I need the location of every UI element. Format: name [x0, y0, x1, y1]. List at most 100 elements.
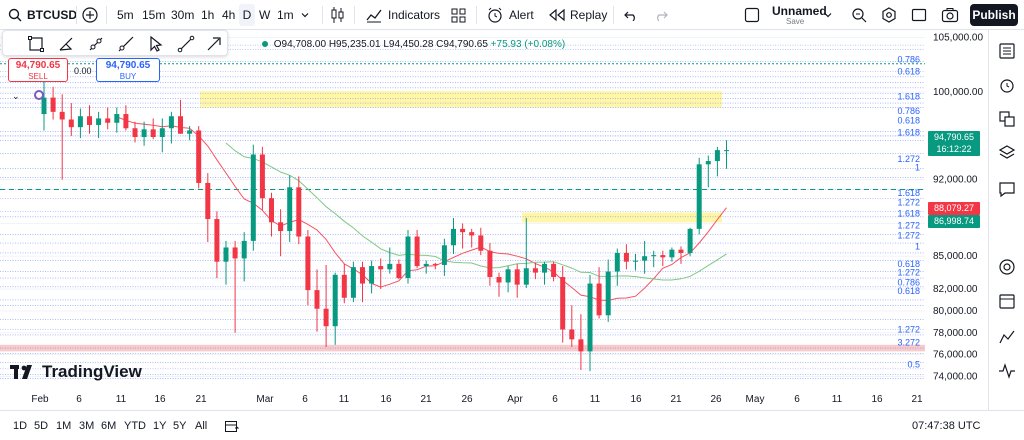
range-6m[interactable]: 6M: [101, 420, 117, 432]
candle: [505, 266, 511, 293]
indicator-marker-icon[interactable]: [34, 90, 44, 100]
range-1d[interactable]: 1D: [13, 420, 28, 432]
layout-name[interactable]: Unnamed: [772, 4, 827, 18]
candle: [141, 121, 147, 146]
candle: [487, 243, 493, 286]
sell-button[interactable]: 94,790.65 SELL: [8, 58, 68, 82]
target-icon[interactable]: [998, 258, 1016, 276]
candle-body: [432, 263, 438, 265]
symbol-search[interactable]: BTCUSD: [8, 0, 77, 30]
candle: [50, 86, 56, 120]
divider: [354, 6, 355, 24]
interval-dropdown[interactable]: [300, 0, 310, 30]
undo-button[interactable]: [624, 0, 638, 30]
candle: [314, 269, 320, 332]
range-all[interactable]: All: [195, 420, 208, 432]
interval-1m[interactable]: 1m: [277, 8, 294, 22]
pulse-icon[interactable]: [998, 362, 1016, 380]
calendar-icon[interactable]: [998, 292, 1016, 310]
object-tree-icon[interactable]: [998, 110, 1016, 128]
go-to-date-icon[interactable]: [224, 419, 240, 433]
buy-button[interactable]: 94,790.65 BUY: [96, 58, 160, 82]
candle-body: [542, 263, 547, 273]
ray-icon[interactable]: [117, 35, 135, 53]
compare-button[interactable]: [82, 0, 98, 30]
candle: [105, 107, 111, 130]
publish-button[interactable]: Publish: [970, 4, 1018, 26]
candle-body: [414, 236, 420, 267]
candle-body: [77, 116, 83, 128]
candle: [387, 247, 393, 274]
alarm-clock-icon[interactable]: [998, 76, 1016, 94]
interval-w[interactable]: W: [259, 8, 271, 22]
range-3m[interactable]: 3M: [79, 420, 95, 432]
candle: [223, 240, 229, 285]
candle-body: [259, 154, 265, 199]
indicators-label: Indicators: [388, 8, 441, 22]
time-tick: 21: [195, 394, 207, 405]
candle-body: [87, 116, 92, 125]
candle-body: [596, 283, 602, 316]
candle-body: [505, 269, 511, 283]
candle-body: [114, 114, 120, 123]
fib-label: 1.272: [897, 268, 920, 278]
settings-button[interactable]: [881, 0, 897, 30]
interval-15m[interactable]: 15m: [142, 8, 166, 22]
layers-icon[interactable]: [998, 144, 1016, 162]
chart-type-button[interactable]: [330, 0, 346, 30]
candle-body: [350, 267, 356, 298]
fib-label: 1: [915, 163, 920, 173]
interval-4h[interactable]: 4h: [222, 8, 236, 22]
fullscreen-button[interactable]: [911, 0, 927, 30]
cursor-icon[interactable]: [147, 35, 165, 53]
candle: [77, 108, 83, 139]
utc-clock[interactable]: 07:47:38 UTC: [912, 420, 981, 432]
candle-body: [68, 119, 74, 128]
sell-price: 94,790.65: [15, 60, 61, 71]
candle-body: [523, 268, 529, 285]
candle: [441, 238, 447, 276]
range-1y[interactable]: 1Y: [153, 420, 167, 432]
arrow-icon[interactable]: [205, 35, 223, 53]
range-ytd[interactable]: YTD: [124, 420, 146, 432]
candle-body: [323, 308, 329, 327]
alert-button[interactable]: Alert: [487, 0, 534, 30]
candle: [396, 259, 402, 280]
chat-icon[interactable]: [998, 180, 1016, 198]
select-rect-icon[interactable]: [27, 35, 45, 53]
divider: [322, 6, 323, 24]
logo-text: TradingView: [42, 362, 142, 381]
candle: [642, 240, 648, 274]
candle-body: [205, 182, 211, 220]
collapse-chevron-icon[interactable]: ⌄: [12, 91, 20, 101]
layout-dropdown[interactable]: [823, 0, 833, 30]
candle: [178, 99, 183, 134]
trend-line-icon[interactable]: [87, 35, 105, 53]
range-5y[interactable]: 5Y: [173, 420, 187, 432]
watchlist-icon[interactable]: [998, 42, 1016, 60]
redo-button[interactable]: [654, 0, 668, 30]
brush-icon[interactable]: [57, 35, 75, 53]
candle-body: [441, 245, 447, 265]
range-1m[interactable]: 1M: [56, 420, 72, 432]
strategy-icon[interactable]: [998, 328, 1016, 346]
snapshot-button[interactable]: [941, 0, 959, 30]
line-icon[interactable]: [177, 35, 195, 53]
candle: [532, 262, 538, 280]
interval-5m[interactable]: 5m: [117, 8, 134, 22]
time-axis[interactable]: Feb 6 11 16 21 Mar 6 11 16 21 26 Apr 6 11 16 21 26 May 6 11…: [31, 394, 923, 405]
divider: [76, 6, 77, 24]
price-chart[interactable]: 0.7860.6181.6180.7860.6181.6181.27211.61…: [0, 30, 988, 410]
layout-save-button[interactable]: [744, 0, 760, 30]
indicators-button[interactable]: Indicators: [366, 0, 440, 30]
templates-button[interactable]: [451, 0, 466, 30]
candle: [378, 258, 384, 290]
candle-body: [451, 228, 456, 246]
interval-1h[interactable]: 1h: [201, 8, 215, 22]
interval-30m[interactable]: 30m: [171, 8, 195, 22]
interval-d[interactable]: D: [239, 4, 255, 26]
range-5d[interactable]: 5D: [34, 420, 49, 432]
replay-button[interactable]: Replay: [549, 0, 607, 30]
time-tick: 16: [630, 394, 642, 405]
quick-search-button[interactable]: [851, 0, 867, 30]
